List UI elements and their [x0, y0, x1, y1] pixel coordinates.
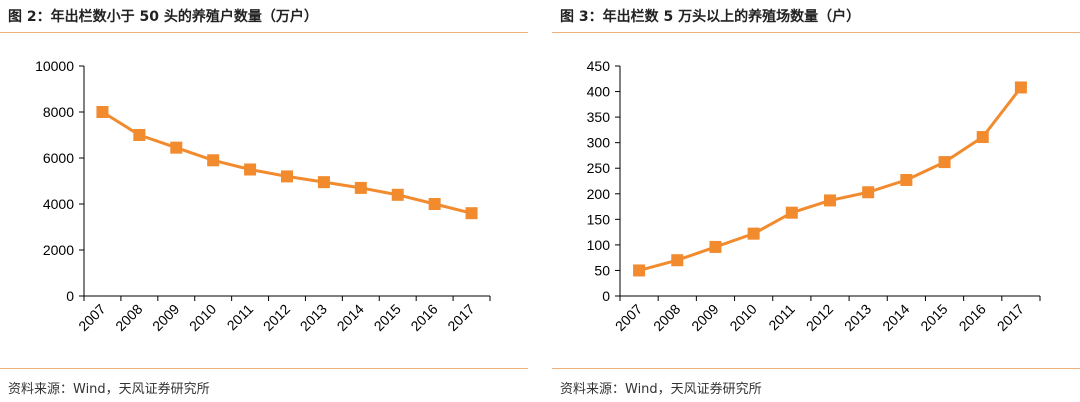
x-tick-label: 2009	[149, 301, 182, 334]
x-tick-label: 2014	[879, 301, 912, 334]
x-tick-label: 2012	[803, 301, 836, 334]
x-tick-label: 2012	[260, 301, 293, 334]
y-tick-label: 100	[587, 237, 611, 253]
data-point-marker	[709, 240, 722, 253]
data-point-marker	[633, 264, 646, 277]
x-tick-label: 2014	[334, 301, 367, 334]
y-tick-label: 400	[587, 84, 611, 100]
data-point-marker	[785, 206, 798, 219]
y-tick-label: 450	[587, 58, 611, 74]
data-point-marker	[900, 173, 913, 186]
x-tick-label: 2016	[956, 301, 989, 334]
y-tick-label: 4000	[43, 196, 74, 212]
x-tick-label: 2008	[112, 301, 145, 334]
chart-title: 图 2：年出栏数小于 50 头的养殖户数量（万户）	[8, 9, 318, 25]
y-tick-label: 150	[587, 211, 611, 227]
y-tick-label: 350	[587, 109, 611, 125]
y-tick-label: 200	[587, 186, 611, 202]
series-line	[638, 86, 1023, 272]
x-tick-label: 2011	[224, 301, 257, 334]
data-point-marker	[244, 163, 257, 176]
title-divider	[0, 32, 528, 33]
right-chart-panel: 图 3：年出栏数 5 万头以上的养殖场数量（户） 0 50 100 150 200 250…	[552, 0, 1080, 402]
x-tick-label: 2010	[726, 301, 759, 334]
chart-title: 图 3：年出栏数 5 万头以上的养殖场数量（户）	[560, 9, 861, 25]
y-tick-label: 2000	[43, 242, 74, 258]
data-point-marker	[862, 186, 875, 199]
series-line	[101, 110, 472, 215]
y-tick-label: 300	[587, 135, 611, 151]
data-point-marker	[1014, 81, 1027, 94]
data-point-marker	[281, 170, 293, 183]
data-point-marker	[391, 188, 404, 201]
y-tick-label: 6000	[43, 150, 74, 166]
data-point-marker	[976, 131, 989, 144]
data-point-marker	[317, 176, 330, 189]
x-tick-label: 2010	[186, 301, 219, 334]
data-point-marker	[428, 198, 441, 210]
x-tick-label: 2017	[994, 301, 1027, 334]
data-point-marker	[170, 141, 183, 154]
data-point-marker	[465, 207, 478, 220]
data-point-marker	[824, 194, 836, 207]
x-tick-label: 2008	[650, 301, 683, 334]
data-point-marker	[938, 156, 951, 169]
data-point-marker	[207, 154, 220, 167]
source-divider	[0, 368, 528, 369]
data-point-marker	[96, 106, 109, 118]
left-chart-panel: 图 2：年出栏数小于 50 头的养殖户数量（万户） 0 2000 4000 6000 8…	[0, 0, 528, 402]
x-tick-label: 2009	[688, 301, 721, 334]
x-tick-label: 2011	[765, 301, 798, 334]
x-tick-label: 2015	[371, 301, 404, 334]
source-divider	[552, 368, 1080, 369]
y-tick-label: 8000	[43, 104, 74, 120]
source-note: 资料来源：Wind，天风证券研究所	[8, 382, 210, 397]
x-tick-label: 2013	[297, 301, 330, 334]
y-tick-label: 0	[602, 288, 610, 304]
data-point-marker	[354, 181, 367, 194]
x-tick-label: 2016	[407, 301, 440, 334]
x-tick-label: 2017	[444, 301, 477, 334]
x-tick-label: 2013	[841, 301, 874, 334]
y-tick-label: 10000	[35, 58, 74, 74]
y-tick-label: 250	[587, 160, 611, 176]
data-point-marker	[747, 227, 760, 240]
y-tick-label: 0	[66, 288, 74, 304]
source-note: 资料来源：Wind，天风证券研究所	[560, 382, 762, 397]
data-point-marker	[671, 254, 684, 267]
x-tick-label: 2007	[75, 301, 108, 334]
x-tick-label: 2015	[917, 301, 950, 334]
x-tick-label: 2007	[612, 301, 645, 334]
title-divider	[552, 32, 1080, 33]
data-point-marker	[133, 129, 146, 141]
y-tick-label: 50	[594, 262, 610, 278]
